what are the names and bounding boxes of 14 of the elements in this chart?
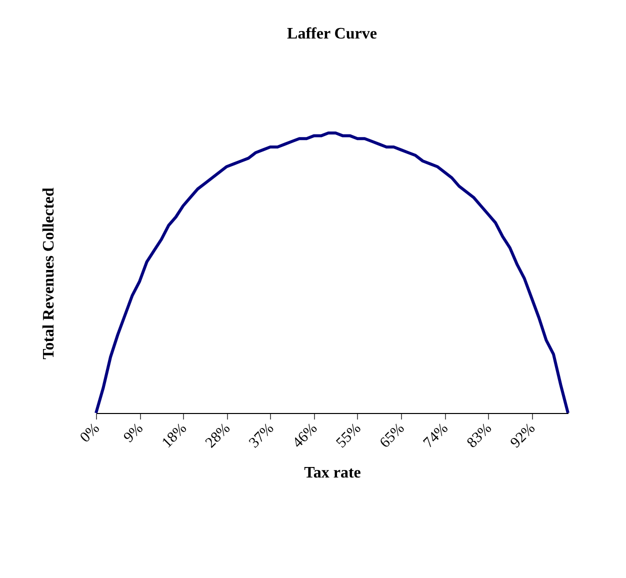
x-tick-label: 0% — [77, 420, 103, 446]
x-tick-label: 46% — [290, 420, 321, 452]
x-tick-label: 65% — [377, 420, 408, 452]
x-tick-label: 28% — [202, 420, 234, 452]
chart-title: Laffer Curve — [287, 26, 377, 42]
x-tick-label: 92% — [508, 420, 539, 452]
x-axis-title: Tax rate — [304, 464, 361, 482]
x-tick-label: 74% — [420, 420, 452, 452]
x-tick-label: 9% — [120, 420, 146, 446]
x-tick-label: 18% — [159, 420, 190, 452]
x-tick-label: 55% — [334, 420, 364, 452]
x-tick-label: 37% — [246, 420, 278, 452]
y-axis-title: Total Revenues Collected — [40, 187, 58, 360]
x-tick-label: 83% — [464, 420, 495, 452]
